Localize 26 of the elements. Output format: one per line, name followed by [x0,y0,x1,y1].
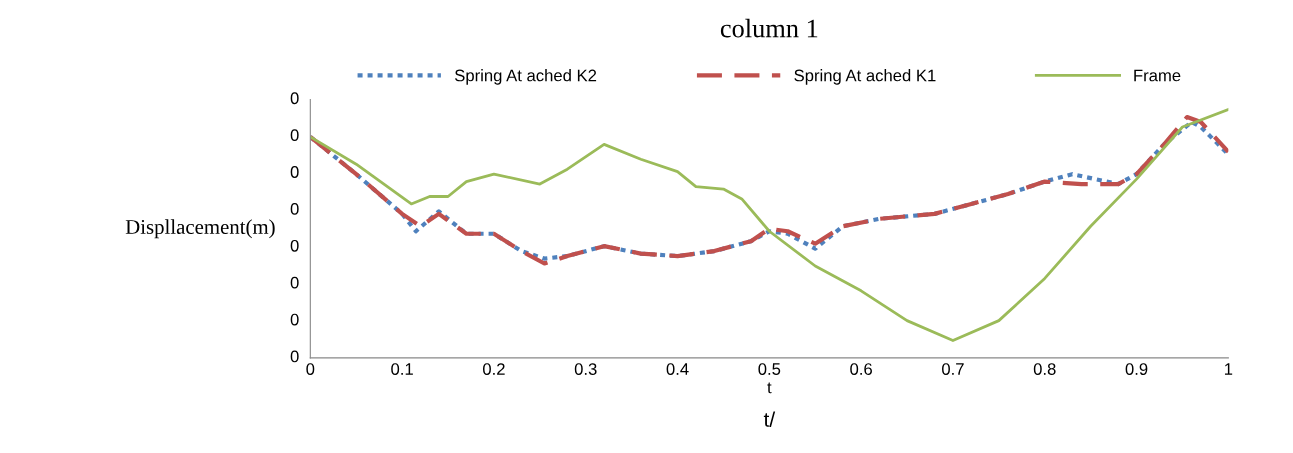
text: 0 [290,239,299,252]
legend-label: Frame [1134,69,1181,82]
text: 0 [290,129,299,142]
text: 0 [290,166,299,178]
x-tick-label: 0.2 [482,363,505,375]
x-tick-label: 0.4 [666,363,689,375]
legend-label: Spring At ached K2 [455,69,597,85]
chart-title: column 1 [720,18,818,38]
text: 0 [290,92,299,105]
x-tick-label: 0.5 [758,363,781,375]
x-tick-label: 0.9 [1125,363,1148,375]
y-axis-title: Displlacement(m) [125,219,275,239]
text: 0 [290,202,299,215]
text: t [767,382,772,394]
x-tick-label: 1 [1224,363,1233,375]
legend-label: Spring At ached K1 [794,69,936,85]
x-tick-label: 0.6 [850,363,872,375]
text: 0 [290,350,299,363]
x-axis-title: t/ [763,411,776,427]
x-tick-label: 0 [306,363,315,375]
text: 0 [290,313,299,326]
x-tick-label: 0.3 [574,363,597,375]
x-tick-label: 0.7 [942,363,964,375]
text: 0 [290,276,299,289]
x-tick-label: 0.8 [1033,363,1056,375]
x-tick-label: 0.1 [391,363,413,375]
